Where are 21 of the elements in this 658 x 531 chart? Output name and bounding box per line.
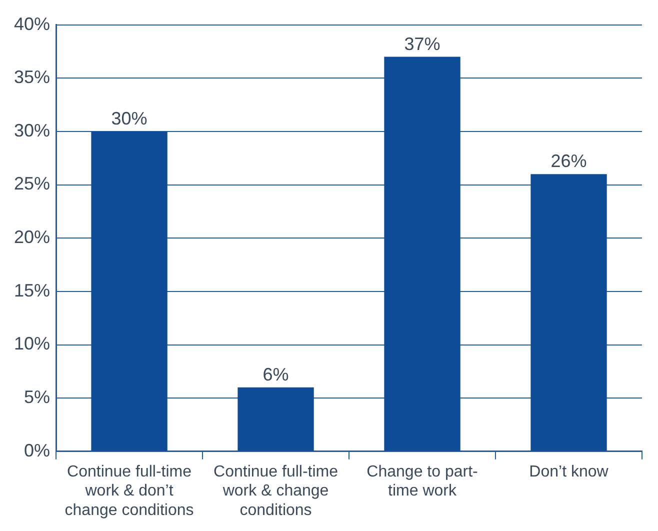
x-tick-label: Continue full-time work & change conditions bbox=[214, 463, 338, 519]
y-tick-label: 40% bbox=[14, 14, 50, 34]
x-tick-label: Don’t know bbox=[529, 463, 609, 480]
data-label: 30% bbox=[111, 108, 148, 128]
y-tick-label: 0% bbox=[24, 440, 50, 460]
data-label: 37% bbox=[404, 34, 440, 54]
y-tick-label: 30% bbox=[14, 120, 50, 140]
y-tick-label: 10% bbox=[14, 334, 50, 354]
data-label: 6% bbox=[262, 364, 289, 384]
y-tick-label: 25% bbox=[14, 174, 50, 194]
data-label: 26% bbox=[550, 151, 587, 172]
y-tick-label: 15% bbox=[14, 280, 50, 300]
bar bbox=[384, 56, 460, 451]
y-tick-label: 5% bbox=[24, 387, 50, 408]
bar bbox=[530, 174, 607, 451]
y-tick-label: 35% bbox=[14, 67, 50, 88]
x-tick-label: Continue full-time work & don’t change conditions bbox=[64, 463, 194, 519]
bar bbox=[238, 387, 314, 451]
bar bbox=[91, 131, 168, 451]
x-tick-label: Change to part-time work bbox=[366, 463, 478, 500]
y-tick-label: 20% bbox=[14, 227, 50, 248]
